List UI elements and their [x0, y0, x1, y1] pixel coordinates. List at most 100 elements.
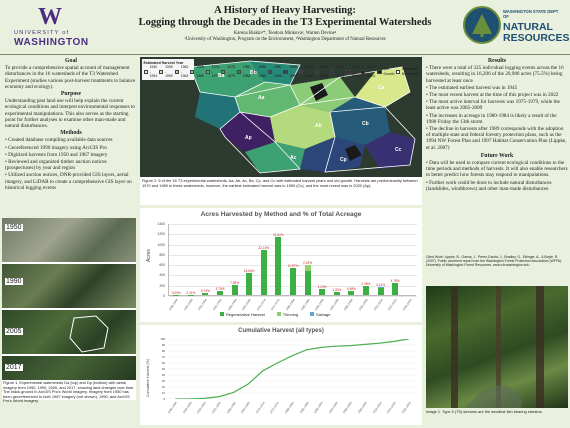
legend-swatch: [252, 70, 257, 74]
map-label: Ba: [218, 73, 225, 79]
legend-swatch: [345, 70, 350, 74]
x-tick-label: 1945-1949: [181, 401, 193, 415]
map-label: Cb: [362, 121, 369, 127]
bar-percent-label: 1.23%: [317, 285, 327, 290]
bar-percent-label: 2.48%: [361, 282, 371, 287]
bar-percent-label: 1.33%: [332, 288, 342, 293]
legend-entry: 2000 - 2004: [298, 65, 315, 79]
legend-swatch: [330, 70, 335, 74]
x-tick-label: 1945-1949: [182, 298, 194, 312]
legend-entry: 1965 - 1969: [190, 65, 206, 79]
y-tick-label: 90: [161, 343, 165, 347]
legend-label: 1955 - 1959: [165, 65, 173, 79]
legend-label: 1990 - 1994: [273, 65, 282, 79]
x-tick-label: 1960-1964: [226, 298, 238, 312]
legend-entry: 1970 - 1974: [205, 65, 222, 79]
bar-chart-yaxis: 0 200 400 600 800 1000 1200 1400: [152, 222, 166, 298]
bar-regenerative-harvest: [290, 268, 296, 295]
legend-entry: Old Growth: [376, 67, 396, 76]
title-line2: Logging through the Decades in the T3 Ex…: [138, 17, 432, 28]
legend-label: 1980 - 1984: [242, 65, 251, 79]
bar-percent-label: 3.75%: [215, 286, 225, 291]
legend-entry: 1980 - 1984: [236, 65, 253, 79]
x-tick-label: 2000-2004: [343, 298, 355, 312]
legend-swatch: [267, 70, 272, 74]
future-item: • Further work could be done to include …: [426, 179, 552, 192]
x-tick-label: 1950-1954: [196, 401, 208, 415]
x-tick-label: 2015-2019: [386, 298, 398, 312]
bar-chart-legend: Regenerative Harvest Thinning Salvage: [220, 312, 410, 317]
x-tick-label: 2000-2004: [342, 401, 354, 415]
y-tick-label: 50: [161, 367, 165, 371]
x-tick-label: 1975-1979: [269, 401, 281, 415]
legend-label: Old Growth: [383, 67, 395, 76]
year-label: 2017: [5, 364, 23, 371]
legend-swatch: [236, 70, 241, 74]
aerial-panel: 1950 1990 2005 2017 Figure 1. Experiment…: [2, 218, 136, 403]
x-tick-label: 1955-1959: [211, 298, 223, 312]
x-tick-label: 1990-1994: [312, 401, 324, 415]
bar-chart-title: Acres Harvested by Method and % of Total…: [200, 211, 362, 218]
bar-percent-label: 3.14%: [375, 283, 386, 288]
legend-swatch: [221, 70, 226, 74]
future-heading: Future Work: [480, 152, 514, 159]
legend-swatch: [143, 70, 148, 74]
bar-chart-plot: 0.09% 1940-1944 0.21% 1945-1949 0.74% 1950-19…: [168, 224, 417, 311]
legend-label: 2010 - 2014: [336, 65, 344, 79]
results-heading: Results: [487, 58, 507, 64]
legend-title: Estimated Harvest Year: [143, 60, 184, 65]
year-label: 2005: [5, 328, 23, 335]
purpose-heading: Purpose: [60, 91, 82, 98]
legend-item-thinning: Thinning: [276, 312, 298, 317]
authors-block: Karena Biakin¹*, Teodora Minkova², Warre…: [110, 31, 460, 42]
bar-chart-panel: Acres Harvested by Method and % of Total…: [140, 208, 422, 322]
result-item: • The most active interval for harvests …: [426, 99, 560, 112]
method-item: • Created database compiling available d…: [5, 137, 113, 144]
legend-swatch: [314, 70, 319, 74]
y-tick-label: 20: [161, 385, 165, 389]
legend-swatch: [159, 70, 164, 74]
legend-item-salvage: Salvage: [310, 312, 331, 317]
legend-label: 1960 - 1964: [180, 65, 189, 79]
figure2-caption: Figure 2. 5 of the 16 T3 experimental wa…: [142, 178, 418, 188]
bar-regenerative-harvest: [260, 250, 267, 295]
x-tick-label: 1965-1969: [239, 401, 251, 415]
y-tick-label: 30: [161, 379, 165, 383]
map-panel: Estimated Harvest Year 1940 - 1954 1955 -…: [140, 57, 422, 205]
harvest-map: Estimated Harvest Year 1940 - 1954 1955 -…: [140, 57, 422, 177]
legend-swatch: [174, 70, 179, 74]
x-tick-label: 1985-1989: [299, 298, 311, 312]
line-chart-plot: [168, 339, 416, 399]
legend-entry: Watershed Boundaries: [395, 67, 421, 76]
x-tick-label: 1975-1979: [270, 298, 282, 312]
bar-percent-label: 0.48%: [346, 287, 356, 292]
x-tick-label: 1980-1984: [284, 298, 296, 312]
bar-salvage: [377, 287, 384, 288]
dnr-line2: NATURAL RESOURCES: [503, 21, 570, 44]
x-tick-label: 2020-2024: [401, 298, 413, 312]
x-tick-label: 1970-1974: [255, 298, 267, 312]
map-label: Ab: [315, 123, 322, 129]
authors: Karena Biakin¹*, Teodora Minkova², Warre…: [233, 31, 337, 36]
right-text-column: Results • There were a total of 325 indi…: [426, 57, 568, 193]
bar-regenerative-harvest: [333, 292, 340, 295]
line-chart-xaxis: 1940-1944 1945-1949 1950-1954 1955-1959 1960…: [167, 401, 416, 421]
x-tick-label: 1955-1959: [210, 401, 222, 415]
figure1-caption: Figure 1. Experimental watersheds Da (to…: [3, 380, 135, 403]
dnr-seal-icon: [463, 6, 501, 44]
x-tick-label: 2005-2009: [357, 298, 369, 312]
y-tick-label: 100: [160, 337, 165, 341]
x-tick-label: 2010-2014: [371, 401, 383, 415]
bar-regenerative-harvest: [217, 290, 224, 295]
bar-percent-label: 11.97%: [287, 264, 299, 269]
map-legend: Estimated Harvest Year 1940 - 1954 1955 -…: [142, 59, 419, 81]
legend-entry: 2005 - 2009: [314, 65, 331, 79]
y-tick-label: 0: [163, 397, 165, 401]
y-tick-label: 70: [161, 355, 165, 359]
bar-percent-label: 0.74%: [200, 289, 210, 294]
bar-regenerative-harvest: [231, 284, 238, 295]
legend-swatch: [205, 70, 210, 74]
bar-percent-label: 11.61%: [273, 232, 284, 237]
photo-caption: Image 1. Type 5 (T5) streams are the sma…: [426, 409, 543, 414]
bar-regenerative-harvest: [362, 286, 369, 295]
